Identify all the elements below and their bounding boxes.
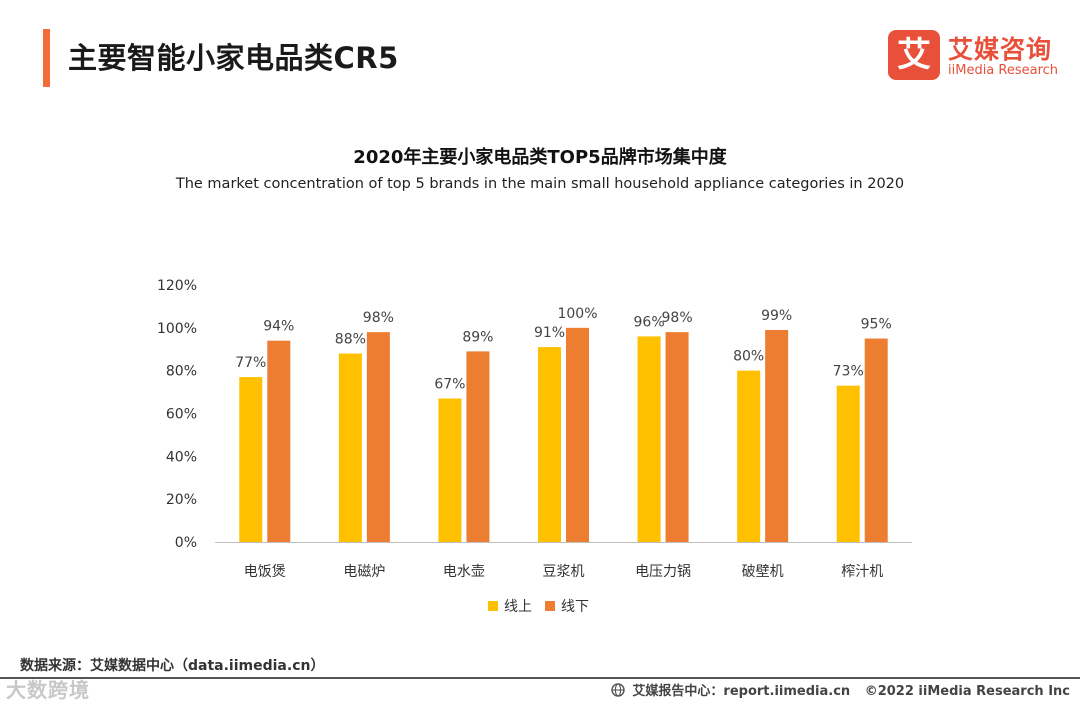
title-accent-bar — [43, 29, 50, 87]
footer: 艾媒报告中心：report.iimedia.cn ©2022 iiMedia R… — [611, 680, 1070, 699]
data-label: 77% — [235, 355, 266, 371]
bar-offline — [366, 332, 390, 542]
data-source: 数据来源：艾媒数据中心（data.iimedia.cn） — [20, 658, 325, 674]
x-tick-label: 电压力锅 — [635, 564, 691, 580]
bar-online — [438, 398, 462, 542]
watermark: 大数跨境 — [6, 678, 90, 702]
y-tick-label: 120% — [157, 278, 197, 294]
data-label: 99% — [761, 308, 792, 324]
data-label: 95% — [861, 317, 892, 333]
y-tick-label: 60% — [166, 407, 197, 423]
data-label: 88% — [335, 332, 366, 348]
bar-offline — [864, 338, 888, 542]
iimedia-logo: 艾 艾媒咨询 iiMedia Research — [888, 30, 1068, 82]
y-tick-label: 20% — [166, 492, 197, 508]
legend-label: 线上 — [504, 599, 532, 615]
data-label: 98% — [363, 310, 394, 326]
footer-report-link[interactable]: 艾媒报告中心：report.iimedia.cn — [632, 684, 851, 699]
chart-subtitle: The market concentration of top 5 brands… — [175, 176, 905, 192]
bar-offline — [566, 327, 589, 542]
y-tick-label: 80% — [166, 364, 197, 380]
page-title: 主要智能小家电品类CR5 — [68, 41, 399, 75]
data-label: 80% — [733, 349, 764, 365]
bar-offline — [267, 340, 291, 542]
bar-offline — [466, 351, 490, 542]
legend-swatch — [488, 601, 498, 611]
legend-label: 线下 — [561, 599, 589, 615]
x-tick-label: 榨汁机 — [841, 563, 883, 580]
bar-chart: 0% 20% 40% 60% 80% 100% 120% 77% 94% 电饭煲 88% 98% 电磁炉… — [157, 278, 912, 615]
footer-divider — [0, 677, 1080, 679]
logo-cn-text: 艾媒咨询 — [948, 35, 1053, 64]
data-label: 100% — [557, 306, 597, 322]
bar-offline — [765, 329, 789, 542]
chart-title: 2020年主要小家电品类TOP5品牌市场集中度 — [353, 147, 727, 168]
data-label: 89% — [462, 329, 493, 345]
globe-icon — [611, 683, 625, 697]
y-tick-label: 40% — [166, 449, 197, 465]
y-tick-label: 100% — [157, 321, 197, 337]
data-label: 67% — [434, 377, 465, 393]
x-tick-label: 电水壶 — [443, 564, 485, 580]
bar-online — [239, 377, 263, 542]
bar-offline — [665, 332, 689, 542]
x-tick-label: 豆浆机 — [543, 564, 585, 580]
footer-copyright: ©2022 iiMedia Research Inc — [864, 684, 1070, 699]
bar-online — [737, 370, 761, 542]
legend-swatch — [545, 601, 555, 611]
bar-online — [538, 347, 561, 542]
data-label: 94% — [263, 319, 294, 335]
x-tick-label: 电磁炉 — [343, 564, 385, 580]
data-label: 91% — [534, 325, 565, 341]
data-label: 73% — [833, 364, 864, 380]
logo-mark: 艾 — [888, 30, 940, 80]
bar-online — [338, 353, 362, 542]
logo-en-text: iiMedia Research — [948, 63, 1059, 78]
y-tick-label: 0% — [175, 535, 197, 551]
x-tick-label: 电饭煲 — [244, 563, 286, 580]
bar-online — [836, 385, 860, 542]
bar-online — [637, 336, 661, 542]
x-tick-label: 破壁机 — [742, 564, 784, 580]
data-label: 96% — [634, 314, 665, 330]
data-label: 98% — [662, 310, 693, 326]
